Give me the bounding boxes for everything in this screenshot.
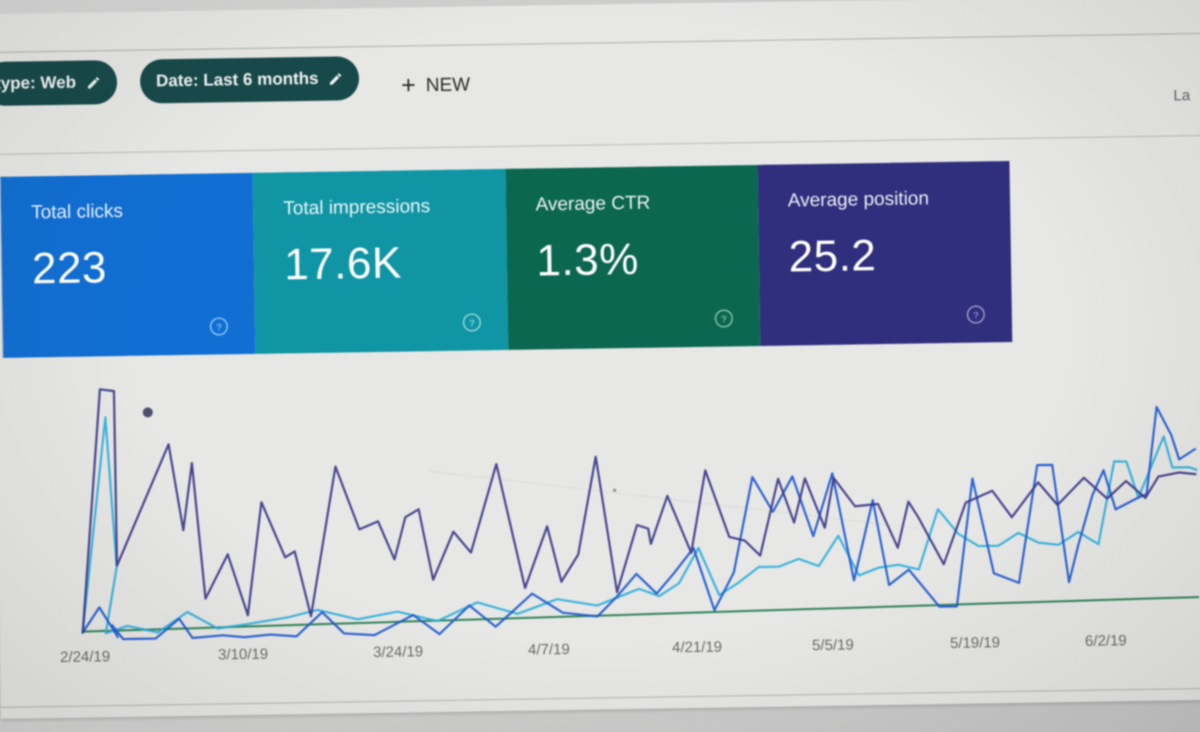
svg-text:?: ? [721, 314, 726, 324]
svg-text:?: ? [973, 310, 978, 320]
svg-text:?: ? [217, 322, 222, 332]
svg-text:?: ? [469, 318, 474, 328]
